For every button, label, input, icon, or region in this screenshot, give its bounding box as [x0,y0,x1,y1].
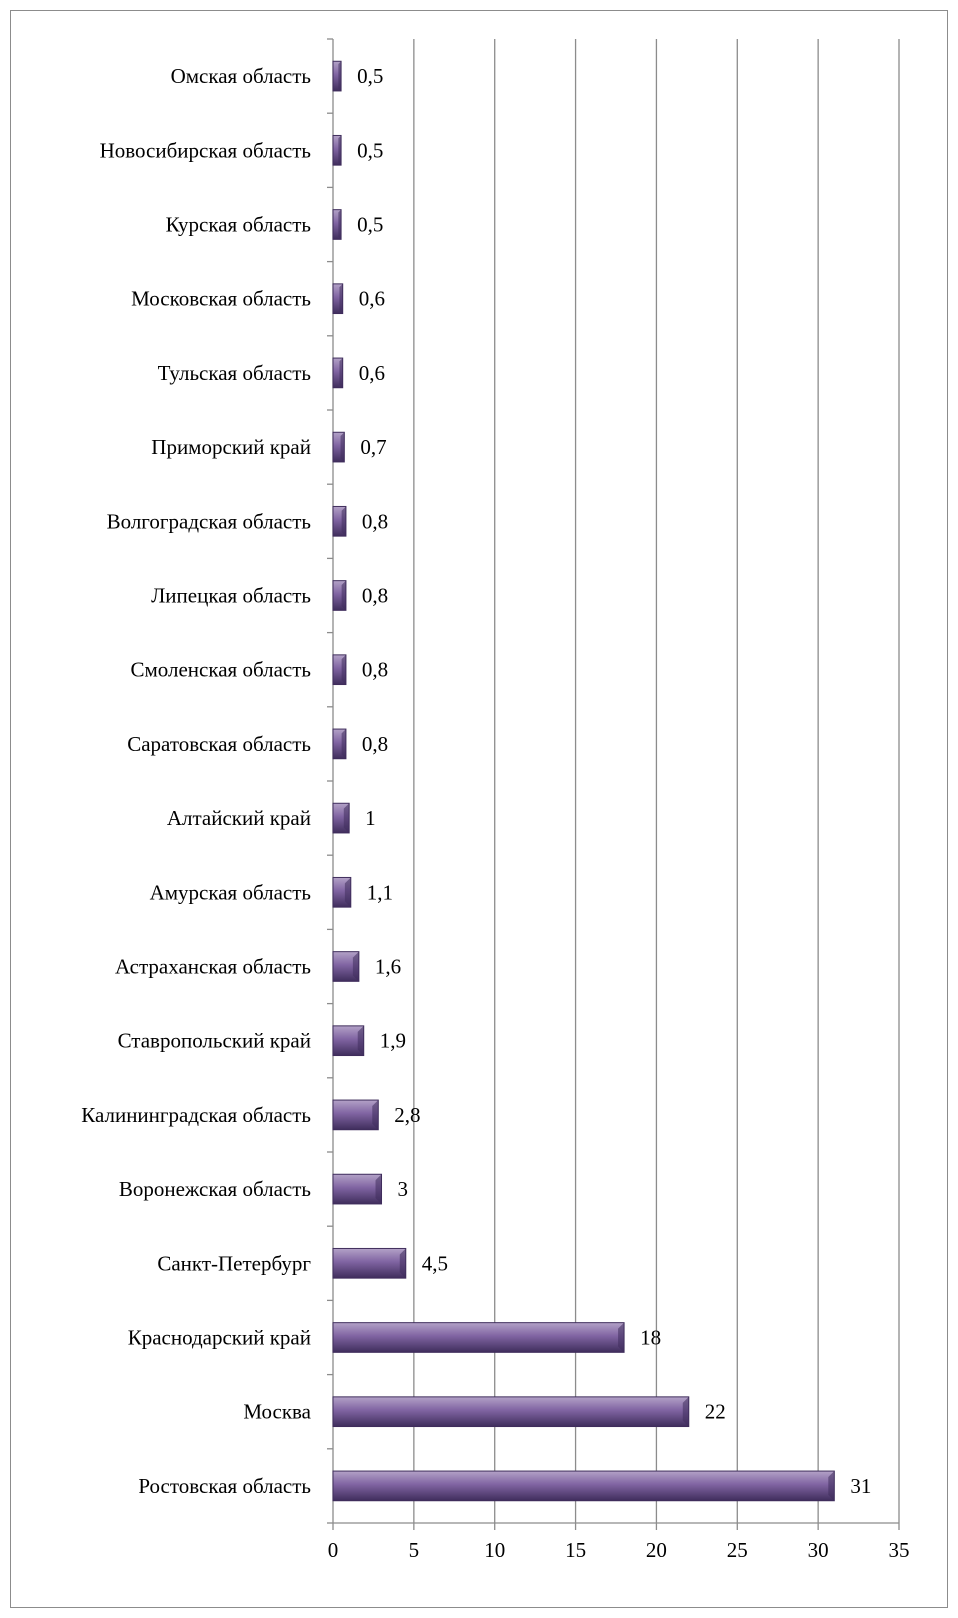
value-label: 1 [365,806,376,830]
bars [332,60,835,1502]
category-label: Краснодарский край [128,1326,311,1350]
value-label: 0,8 [362,732,388,756]
category-label: Новосибирская область [100,138,311,162]
bar [332,1322,625,1353]
category-label: Приморский край [151,435,311,459]
x-tick-label: 10 [484,1538,505,1562]
bar-bevel [375,1174,382,1204]
value-label: 0,8 [362,509,388,533]
value-label: 0,8 [362,658,388,682]
category-label: Астраханская область [115,955,311,979]
bar-bevel [357,1025,364,1056]
value-label: 0,5 [357,138,383,162]
value-label: 18 [640,1326,661,1350]
category-label: Воронежская область [119,1177,311,1201]
bar-bevel [338,61,342,91]
bar [332,1470,835,1502]
bar-bevel [343,803,350,833]
value-label: 0,5 [357,213,383,237]
x-tick-label: 30 [808,1538,829,1562]
x-tick-label: 15 [565,1538,586,1562]
value-label: 0,6 [359,361,385,385]
category-label: Санкт-Петербург [157,1251,311,1275]
value-label: 2,8 [394,1103,420,1127]
bar-bevel [372,1100,379,1130]
x-tick-label: 20 [646,1538,667,1562]
bar-bevel [340,432,345,462]
value-label: 0,5 [357,64,383,88]
value-label: 0,6 [359,287,385,311]
bar-bevel [341,729,346,759]
category-label: Калининградская область [81,1103,311,1127]
category-label: Липецкая область [151,584,311,608]
category-label: Саратовская область [127,732,311,756]
bar-bevel [682,1396,689,1427]
bar-bevel [341,580,346,611]
value-label: 31 [850,1474,871,1498]
category-label: Курская область [166,213,311,237]
value-label: 1,1 [367,880,393,904]
value-label: 3 [398,1177,409,1201]
value-label: 1,6 [375,955,401,979]
x-tick-label: 35 [889,1538,910,1562]
x-tick-label: 0 [328,1538,339,1562]
bar-bevel [339,283,343,314]
bar-bevel [341,506,346,537]
bar-bevel [352,951,359,982]
category-label: Ставропольский край [118,1029,311,1053]
category-label: Волгоградская область [107,509,311,533]
bar [332,1099,379,1131]
value-label: 4,5 [422,1251,448,1275]
bar-bevel [344,877,351,908]
category-label: Смоленская область [130,658,311,682]
bar [332,1173,383,1205]
category-label: Алтайский край [167,806,311,830]
bar-bevel [338,209,342,240]
bar [332,1396,690,1428]
bar-bevel [828,1471,835,1501]
chart-frame: 0 5 10 15 20 25 30 35 Ростовская область 31 Москва… [10,10,948,1608]
value-label: 22 [705,1400,726,1424]
category-label: Амурская область [150,880,311,904]
bar-bevel [399,1248,406,1279]
bar-bevel [339,358,343,388]
category-label: Омская область [171,64,311,88]
category-label: Москва [243,1400,311,1424]
x-tick-label: 5 [409,1538,420,1562]
category-label: Тульская область [158,361,311,385]
value-label: 0,8 [362,584,388,608]
bar-bevel [341,654,346,685]
value-label: 1,9 [380,1029,406,1053]
category-label: Московская область [131,287,311,311]
bar-bevel [618,1322,625,1353]
x-tick-label: 25 [727,1538,748,1562]
bar [332,1247,407,1279]
value-label: 0,7 [360,435,386,459]
bar-bevel [338,135,342,166]
axes [327,38,900,1530]
grid-lines [413,39,900,1523]
category-label: Ростовская область [138,1474,311,1498]
